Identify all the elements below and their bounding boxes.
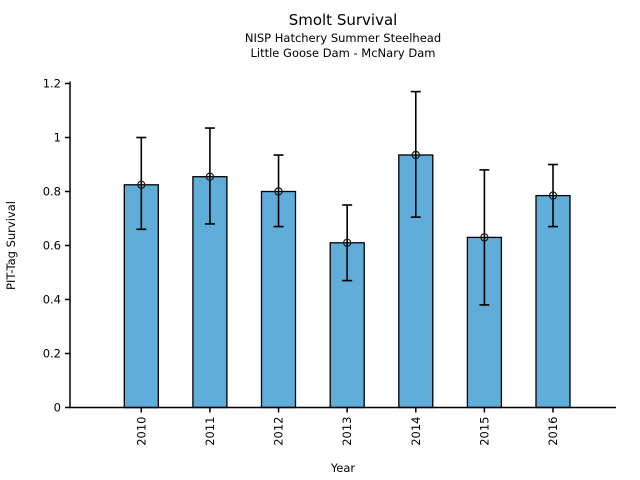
errorbar-2011 [204,127,215,225]
y-tick-label-1: 1 [54,131,61,145]
x-tick-label-2013: 2013 [340,417,354,446]
bar-2016 [535,194,571,409]
y-axis-label: PIT-Tag Survival [4,201,18,290]
errorbar-2012 [273,154,284,228]
y-tick-label-0.6: 0.6 [43,239,61,253]
x-tick-label-2016: 2016 [546,417,560,446]
chart-title: Smolt Survival [288,11,398,29]
x-tick-label-2011: 2011 [203,417,217,446]
marker-2016 [548,191,558,200]
y-tick-label-1.2: 1.2 [43,77,61,91]
errorbar-2015 [479,169,490,306]
errorbar-2016 [548,163,559,228]
marker-2013 [342,238,352,247]
y-tick-label-0: 0 [54,401,61,415]
errorbar-2014 [410,90,421,218]
chart-subtitle-reach: Little Goose Dam - McNary Dam [250,45,436,60]
x-tick-label-2012: 2012 [272,417,286,446]
x-tick-label-2015: 2015 [477,417,491,446]
y-tick-label-0.2: 0.2 [43,347,61,361]
x-tick-label-2014: 2014 [409,417,423,446]
errorbar-2010 [136,136,147,231]
x-tick-label-2010: 2010 [134,417,148,446]
marker-2010 [137,180,146,189]
errorbar-2013 [342,204,353,282]
marker-2015 [480,233,489,242]
marker-2012 [274,187,283,196]
chart-subtitle-hatchery: NISP Hatchery Summer Steelhead [244,30,442,45]
error-bars-layer [136,90,559,306]
bars-layer [123,154,571,409]
y-tick-label-0.8: 0.8 [43,185,61,199]
marker-2014 [411,150,420,160]
axes-layer: 0 0.2 0.4 0.6 0.8 1 1.2 2010 2011 2012 2013 2014 201… [43,77,616,446]
x-axis-label: Year [330,461,356,475]
marker-2011 [205,172,215,181]
y-tick-label-0.4: 0.4 [43,293,61,307]
